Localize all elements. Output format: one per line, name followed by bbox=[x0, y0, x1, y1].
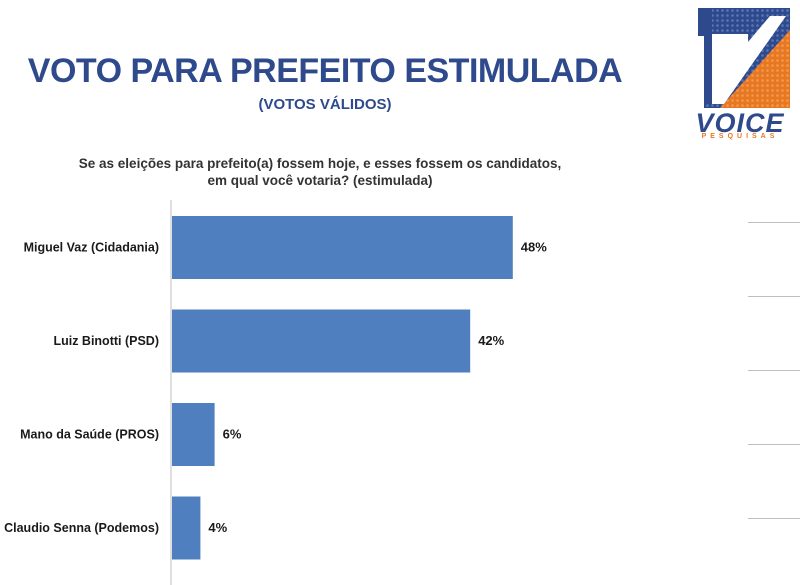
bar-chart: Miguel Vaz (Cidadania) 48% Luiz Binotti (P… bbox=[4, 200, 547, 585]
bar bbox=[172, 216, 513, 279]
value-label: 42% bbox=[478, 333, 504, 348]
survey-question: Se as eleições para prefeito(a) fossem h… bbox=[78, 156, 562, 188]
category-label: Mano da Saúde (PROS) bbox=[20, 428, 159, 442]
logo-wordmark: VOICE bbox=[695, 108, 785, 138]
bar bbox=[172, 496, 201, 560]
category-label: Claudio Senna (Podemos) bbox=[4, 521, 159, 535]
bar bbox=[172, 403, 215, 466]
value-label: 6% bbox=[223, 427, 242, 442]
value-label: 48% bbox=[521, 240, 547, 255]
chart-title: VOTO PARA PREFEITO ESTIMULADA bbox=[27, 52, 623, 90]
decorative-line bbox=[748, 296, 800, 297]
category-label: Luiz Binotti (PSD) bbox=[53, 334, 159, 348]
decorative-line bbox=[748, 370, 800, 371]
bar bbox=[172, 309, 471, 373]
decorative-line bbox=[748, 518, 800, 519]
chart-subtitle: (VOTOS VÁLIDOS) bbox=[258, 96, 392, 113]
decorative-line bbox=[748, 222, 800, 223]
voice-logo-icon bbox=[698, 8, 790, 108]
logo-subtitle: PESQUISAS bbox=[701, 133, 779, 140]
decorative-line bbox=[748, 444, 800, 445]
value-label: 4% bbox=[208, 520, 227, 535]
category-label: Miguel Vaz (Cidadania) bbox=[24, 241, 159, 255]
